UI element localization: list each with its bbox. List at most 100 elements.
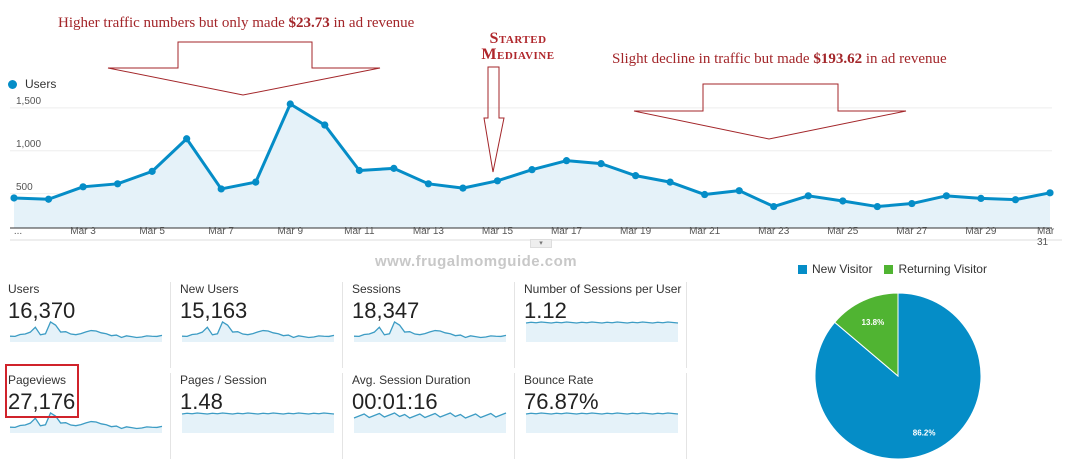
metric-users[interactable]: Users 16,370 [8, 280, 170, 364]
new-visitor-swatch-icon [798, 264, 807, 274]
x-tick-label: Mar 7 [208, 226, 234, 237]
data-point [632, 172, 640, 180]
metric-label: New Users [180, 282, 239, 296]
data-point [390, 164, 398, 172]
annotation-amount: $193.62 [813, 51, 863, 67]
sparkline-area [526, 413, 678, 433]
metric-pages-session[interactable]: Pages / Session 1.48 [180, 371, 342, 455]
metric-label: Users [8, 282, 40, 296]
data-point [321, 121, 329, 129]
metric-divider [170, 373, 171, 459]
data-point [424, 180, 432, 188]
annotation-text: Slight decline in traffic but made [612, 51, 814, 67]
metric-value: 18,347 [352, 298, 420, 323]
watermark: www.frugalmomguide.com [375, 253, 578, 270]
data-point [459, 184, 467, 192]
legend-new-visitor[interactable]: New Visitor [812, 262, 873, 276]
y-tick-label: 500 [16, 181, 33, 193]
metric-divider [514, 282, 515, 368]
pageviews-highlight-box [5, 364, 79, 418]
data-point [942, 192, 951, 200]
data-point [114, 180, 122, 188]
annotation-left: Higher traffic numbers but only made $23… [58, 15, 414, 32]
chart-legend[interactable]: Users [8, 77, 56, 91]
pie-slice-returning-visitor [834, 292, 899, 378]
sparkline [353, 412, 507, 419]
metric-pageviews[interactable]: Pageviews 27,176 [8, 371, 170, 455]
returning-visitor-swatch-icon [884, 264, 894, 274]
data-point [493, 177, 502, 185]
data-point [528, 166, 536, 174]
annotation-right: Slight decline in traffic but made $193.… [612, 51, 947, 68]
annotation-started-mediavine: Started Mediavine [478, 31, 558, 63]
pie-slice-label: 86.2% [913, 428, 936, 437]
x-tick-label: Mar 23 [758, 226, 790, 237]
metric-label: Number of Sessions per User [524, 282, 682, 296]
x-tick-label: Mar 9 [277, 226, 304, 237]
metric-divider [170, 282, 171, 368]
annotation-amount: $23.73 [288, 15, 330, 31]
metric-label: Pageviews [8, 373, 67, 387]
metric-value: 27,176 [8, 389, 76, 414]
data-point [1011, 196, 1020, 204]
sparkline [181, 412, 335, 415]
metric-value: 15,163 [180, 298, 248, 323]
metric-new-users[interactable]: New Users 15,163 [180, 280, 342, 364]
annotation-text: Higher traffic numbers but only made [58, 15, 289, 31]
data-point [770, 202, 778, 211]
x-tick-label: Mar 21 [689, 226, 721, 237]
metric-value: 1.12 [524, 298, 567, 323]
legend-label: Users [25, 77, 57, 91]
data-point [735, 187, 743, 195]
x-tick-label: Mar 19 [620, 226, 652, 237]
metric-divider [342, 373, 343, 459]
metric-sessions[interactable]: Sessions 18,347 [352, 280, 514, 364]
data-point [79, 183, 87, 191]
metric-bounce-rate[interactable]: Bounce Rate 76.87% [524, 371, 686, 455]
sparkline-area [354, 413, 506, 433]
down-arrow-icon [483, 66, 505, 173]
data-point [977, 194, 985, 202]
metric-divider [686, 373, 687, 459]
sparkline [181, 321, 335, 339]
metric-number-of-sessions-per-user[interactable]: Number of Sessions per User 1.12 [524, 280, 686, 364]
x-tick-label: Mar 27 [896, 226, 928, 237]
data-point [562, 157, 571, 165]
data-point [44, 195, 53, 203]
sparkline [9, 321, 163, 339]
down-arrow-icon [107, 41, 381, 96]
sparkline [525, 412, 679, 415]
sparkline-area [182, 413, 334, 433]
data-point [355, 166, 363, 175]
data-point [217, 185, 225, 193]
metric-label: Sessions [352, 282, 401, 296]
x-tick-label: Mar 3 [70, 226, 96, 237]
metric-value: 16,370 [8, 298, 76, 323]
data-point [597, 160, 605, 168]
metric-value: 00:01:16 [352, 389, 438, 414]
data-point [183, 135, 191, 143]
x-tick-label: Mar 31 [1037, 226, 1055, 248]
x-tick-label: Mar 11 [344, 226, 375, 237]
metric-avg-session-duration[interactable]: Avg. Session Duration 00:01:16 [352, 371, 514, 455]
legend-returning-visitor[interactable]: Returning Visitor [898, 262, 987, 276]
data-point [286, 100, 294, 108]
metric-value: 1.48 [180, 389, 223, 414]
annotation-text: in ad revenue [329, 15, 415, 31]
data-point [1046, 189, 1054, 197]
chart-expand-tab[interactable]: ▾ [530, 239, 552, 248]
data-point [148, 167, 156, 175]
data-point [873, 202, 881, 211]
y-tick-label: 1,500 [16, 95, 42, 107]
x-tick-label: Mar 17 [550, 226, 583, 237]
annotation-line: Mediavine [481, 46, 555, 63]
metric-label: Pages / Session [180, 373, 267, 387]
metric-value: 76.87% [524, 389, 599, 414]
data-point [252, 178, 260, 186]
data-point [10, 194, 18, 202]
data-point [839, 197, 847, 205]
metric-divider [686, 282, 687, 368]
data-point [804, 192, 812, 200]
